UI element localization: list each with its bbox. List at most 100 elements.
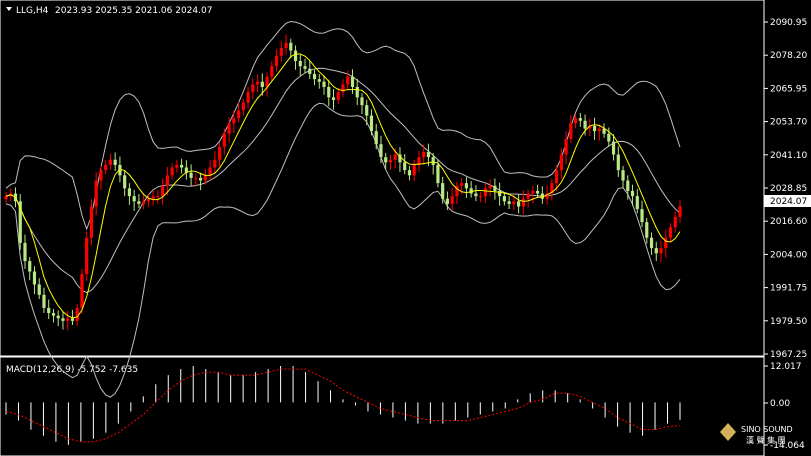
candle-body — [360, 97, 364, 106]
candles — [4, 34, 682, 331]
watermark-line1: SINO SOUND — [741, 425, 793, 434]
candle-body — [498, 190, 502, 197]
candle-body — [146, 198, 150, 202]
price-tick-label: 2078.20 — [770, 51, 807, 61]
dropdown-triangle-icon[interactable] — [6, 7, 12, 11]
price-tick-label: 1979.50 — [770, 317, 807, 327]
candle-body — [502, 196, 506, 202]
candle-body — [564, 138, 568, 155]
macd-axis: 12.017 0.00 -14.064 — [764, 362, 805, 451]
candle-body — [350, 76, 355, 87]
candle-body — [573, 118, 578, 124]
candle-body — [673, 216, 677, 228]
macd-tick-label: 12.017 — [770, 362, 802, 372]
logo-diamond-icon — [720, 423, 736, 441]
candle-body — [507, 201, 511, 204]
candle-body — [474, 193, 478, 197]
candle-body — [156, 196, 160, 198]
candle-body — [165, 175, 169, 186]
price-tick-label: 1991.75 — [770, 284, 807, 294]
candle-body — [317, 79, 321, 82]
candle-body — [592, 125, 597, 132]
candle-body — [312, 73, 317, 80]
moving-average — [5, 53, 681, 319]
candle-body — [388, 159, 393, 163]
price-tick-label: 2053.70 — [770, 118, 807, 128]
current-price-label: 2024.07 — [770, 197, 807, 207]
candle-body — [308, 68, 312, 74]
candle-body — [512, 201, 516, 204]
candle-body — [645, 222, 649, 238]
candle-body — [365, 105, 369, 116]
candle-body — [545, 193, 549, 199]
candle-body — [99, 170, 103, 181]
candle-body — [66, 318, 70, 321]
candle-body — [341, 84, 345, 93]
candle-body — [142, 201, 146, 204]
candle-body — [236, 110, 241, 119]
candle-body — [450, 196, 454, 204]
candle-body — [331, 97, 336, 100]
candle-body — [217, 146, 222, 160]
candle-body — [526, 193, 530, 199]
candle-body — [417, 157, 421, 165]
price-tick-label: 2041.10 — [770, 151, 807, 161]
candle-body — [260, 81, 264, 87]
candle-body — [607, 133, 611, 142]
candle-body — [517, 201, 521, 207]
candle-body — [123, 175, 127, 189]
candle-body — [327, 86, 331, 98]
candle-body — [322, 81, 326, 87]
candle-body — [18, 201, 22, 243]
upper-band-line — [5, 21, 681, 231]
macd-signal-path — [5, 368, 681, 443]
candle-body — [479, 196, 483, 198]
candle-body — [426, 151, 431, 158]
candle-body — [23, 242, 27, 262]
candle-body — [374, 131, 378, 145]
candle-body — [464, 183, 469, 189]
candle-body — [441, 183, 445, 199]
candle-body — [654, 248, 658, 254]
candle-body — [460, 183, 464, 186]
candle-body — [51, 313, 56, 316]
candle-body — [4, 196, 8, 200]
candle-body — [108, 159, 113, 165]
candle-body — [161, 185, 165, 197]
ohlc-values: 2023.93 2025.35 2021.06 2024.07 — [55, 6, 212, 16]
candle-body — [355, 86, 359, 98]
candle-body — [232, 118, 236, 124]
candle-body — [284, 42, 288, 48]
candle-body — [659, 248, 663, 254]
candle-body — [469, 188, 473, 194]
candle-body — [588, 125, 592, 129]
watermark-logo: SINO SOUND 漢 聲 集 團 — [720, 423, 793, 445]
candle-body — [678, 206, 682, 217]
candle-body — [175, 164, 179, 168]
ma-line — [5, 53, 681, 319]
candle-body — [127, 188, 132, 197]
candle-body — [208, 167, 212, 176]
candle-body — [621, 170, 625, 181]
candle-body — [85, 237, 89, 275]
candle-body — [137, 201, 141, 204]
macd-tick-label: 0.00 — [770, 399, 790, 409]
header: LLG,H4 2023.93 2025.35 2021.06 2024.07 — [6, 6, 212, 16]
candle-body — [113, 159, 117, 165]
candle-body — [56, 315, 60, 319]
candle-body — [346, 76, 350, 85]
candle-body — [222, 133, 226, 147]
candle-body — [630, 190, 635, 197]
candle-body — [184, 167, 188, 173]
price-tick-label: 2090.95 — [770, 18, 807, 28]
price-tick-label: 2028.85 — [770, 184, 807, 194]
candle-body — [298, 60, 302, 67]
candle-body — [569, 123, 573, 139]
candle-body — [422, 151, 426, 158]
candle-body — [403, 162, 407, 171]
candle-body — [431, 157, 435, 165]
symbol-label: LLG,H4 — [16, 6, 49, 16]
candle-body — [265, 76, 269, 87]
